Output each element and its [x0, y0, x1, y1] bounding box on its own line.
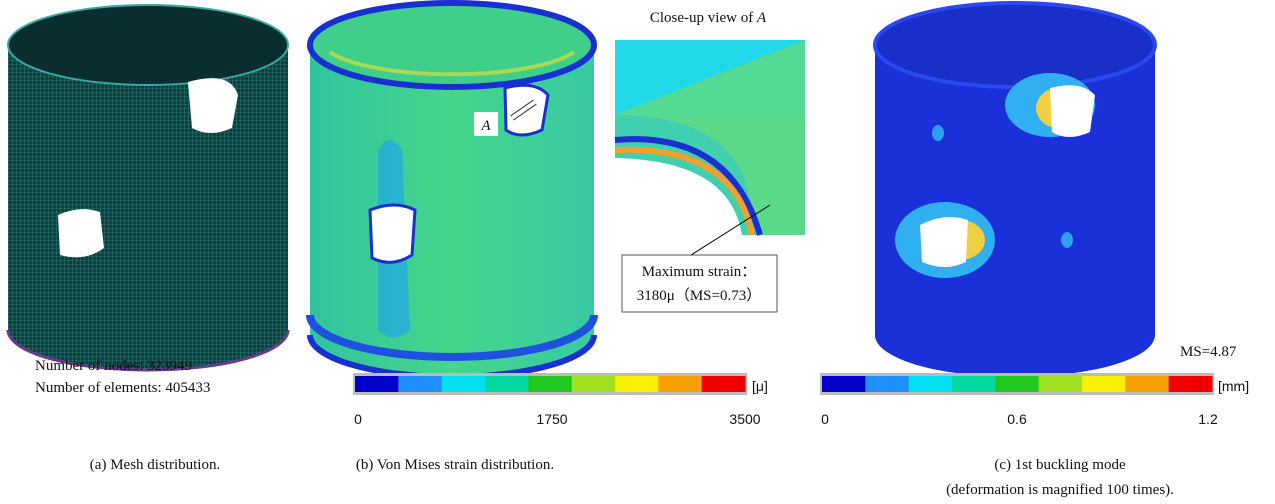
colorbar	[353, 373, 747, 395]
callout-line: Maximum strain：	[642, 264, 757, 280]
closeup-title-emphasis: A	[756, 10, 767, 26]
colorbar-segment	[1125, 376, 1169, 392]
colorbar-segment	[822, 376, 866, 392]
closeup	[615, 40, 805, 235]
caption: (deformation is magnified 100 times).	[946, 482, 1174, 498]
colorbar-segment	[952, 376, 996, 392]
colorbar-segment	[909, 376, 953, 392]
colorbar-segment	[1039, 376, 1083, 392]
mesh-cylinder	[8, 5, 288, 370]
colorbar-tick: 1.2	[1198, 411, 1218, 427]
colorbar-tick: 1750	[536, 411, 567, 427]
colorbar-tick: 3500	[729, 411, 760, 427]
colorbar-segment	[658, 376, 702, 392]
colorbar-unit: [mm]	[1218, 378, 1249, 394]
colorbar-segment	[1169, 376, 1213, 392]
node-count: Number of nodes: 323949	[35, 358, 192, 374]
marker: A	[480, 118, 491, 134]
caption: (a) Mesh distribution.	[90, 457, 220, 473]
colorbar-segment	[572, 376, 616, 392]
colorbar-unit: [μ]	[752, 378, 768, 394]
caption: (c) 1st buckling mode	[994, 457, 1126, 473]
caption: (b) Von Mises strain distribution.	[356, 457, 554, 473]
colorbar-tick: 0	[821, 411, 829, 427]
strain-cylinder	[310, 3, 594, 377]
ms-value: MS=4.87	[1180, 344, 1237, 360]
closeup-title-text: Close-up view of	[650, 10, 757, 26]
colorbar-segment	[355, 376, 399, 392]
colorbar-segment	[528, 376, 572, 392]
colorbar-segment	[1082, 376, 1126, 392]
colorbar-segment	[995, 376, 1039, 392]
colorbar-segment	[442, 376, 486, 392]
callout-line: 3180μ（MS=0.73）	[637, 287, 761, 304]
colorbar-tick: 0	[354, 411, 362, 427]
colorbar-segment	[702, 376, 746, 392]
colorbar-segment	[865, 376, 909, 392]
element-count: Number of elements: 405433	[35, 380, 210, 396]
closeup-title: Close-up view of A	[650, 10, 767, 26]
colorbar-segment	[615, 376, 659, 392]
figure: Number of nodes: 323949 Number of elemen…	[0, 0, 1275, 504]
colorbar-segment	[398, 376, 442, 392]
colorbar	[820, 373, 1214, 395]
buckling-cylinder	[875, 3, 1155, 377]
colorbar-tick: 0.6	[1007, 411, 1027, 427]
colorbar-segment	[485, 376, 529, 392]
